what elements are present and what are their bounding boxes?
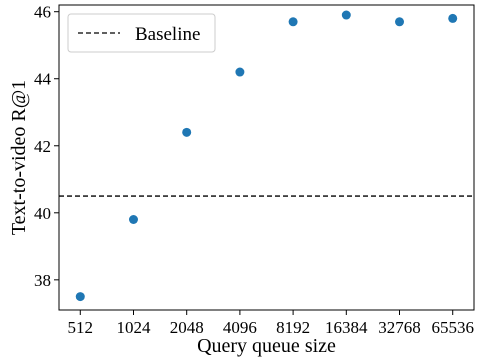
y-tick-label: 42 (34, 137, 51, 156)
data-points (75, 10, 458, 302)
x-axis-label: Query queue size (197, 335, 336, 357)
data-point (341, 10, 351, 20)
legend: Baseline (67, 13, 216, 53)
y-tick-label: 44 (34, 70, 52, 89)
legend-baseline-label: Baseline (135, 24, 200, 45)
x-tick-label: 1024 (116, 318, 151, 337)
data-point (75, 292, 85, 302)
y-axis: 38 40 42 44 46 (34, 3, 59, 290)
x-tick-label: 8192 (276, 318, 310, 337)
y-tick-label: 46 (34, 3, 51, 22)
x-tick-label: 2048 (170, 318, 204, 337)
data-point (235, 67, 245, 77)
data-point (395, 17, 405, 27)
x-tick-label: 32768 (378, 318, 421, 337)
plot-frame (58, 4, 475, 311)
data-point (288, 17, 298, 27)
y-tick-label: 40 (34, 204, 51, 223)
data-point (448, 13, 458, 23)
x-tick-label: 16384 (325, 318, 368, 337)
y-tick-label: 38 (34, 271, 51, 290)
x-tick-label: 65536 (431, 318, 474, 337)
data-point (182, 127, 192, 137)
data-point (128, 215, 138, 225)
x-axis: 512 1024 2048 4096 8192 16384 32768 65536 (68, 310, 474, 337)
legend-box (67, 13, 216, 53)
x-tick-label: 512 (68, 318, 94, 337)
y-axis-label: Text-to-video R@1 (8, 80, 30, 235)
x-tick-label: 4096 (223, 318, 257, 337)
